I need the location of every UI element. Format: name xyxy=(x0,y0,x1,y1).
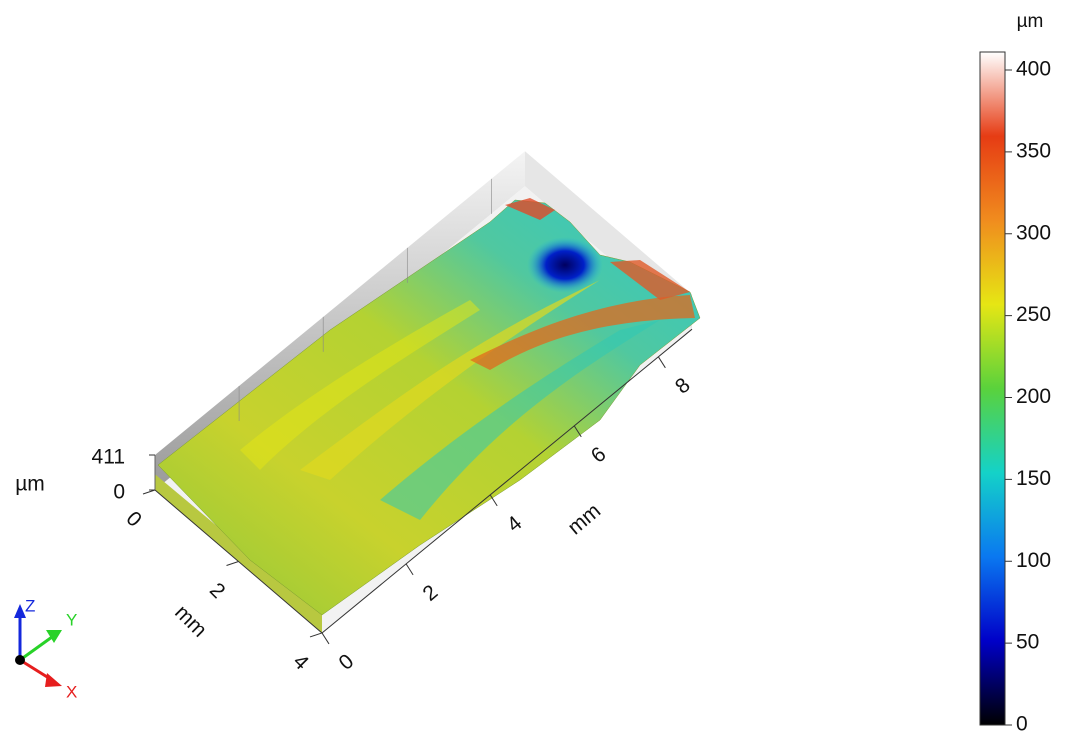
x-tick-label: 4 xyxy=(503,511,527,536)
colorbar-tick-label: 250 xyxy=(1016,303,1051,326)
z-axis-label: µm xyxy=(15,473,45,496)
triad-y: Y xyxy=(66,610,77,629)
colorbar-gradient xyxy=(980,52,1005,725)
x-tick-label: 2 xyxy=(419,581,443,606)
y-tick-label: 2 xyxy=(205,579,230,604)
y-tick xyxy=(310,633,322,637)
colorbar-tick-label: 0 xyxy=(1016,713,1028,735)
x-tick-label: 6 xyxy=(587,443,611,468)
colorbar-tick-label: 150 xyxy=(1016,467,1051,490)
x-tick xyxy=(322,633,329,644)
y-axis-label: mm xyxy=(170,601,211,642)
x-axis-label: mm xyxy=(564,499,606,539)
axis-triad: Z Y X xyxy=(14,596,77,701)
z-tick-label: 411 xyxy=(92,446,125,469)
colorbar-label: µm xyxy=(1017,11,1044,32)
y-tick xyxy=(143,490,155,494)
colorbar-tick-label: 200 xyxy=(1016,385,1051,408)
x-tick-label: 8 xyxy=(671,374,695,399)
colorbar-tick-label: 100 xyxy=(1016,549,1051,572)
colorbar-tick-label: 50 xyxy=(1016,631,1039,654)
colorbar: 0 50 100 150 200 250 300 350 400 xyxy=(980,52,1051,735)
y-tick xyxy=(227,561,239,565)
x-tick xyxy=(406,564,413,575)
x-tick xyxy=(658,357,665,368)
y-tick-label: 4 xyxy=(288,650,313,675)
colorbar-tick-label: 300 xyxy=(1016,221,1051,244)
x-tick-label: 0 xyxy=(335,650,359,675)
triad-x: X xyxy=(66,682,77,701)
y-tick-label: 0 xyxy=(121,507,146,532)
colorbar-tick-label: 400 xyxy=(1016,58,1051,81)
triad-z: Z xyxy=(25,596,35,615)
chart: 024680240411 µm mm mm µm Z Y X 050100150… xyxy=(0,0,1081,735)
z-tick-label: 0 xyxy=(113,481,125,504)
colorbar-tick-label: 350 xyxy=(1016,139,1051,162)
